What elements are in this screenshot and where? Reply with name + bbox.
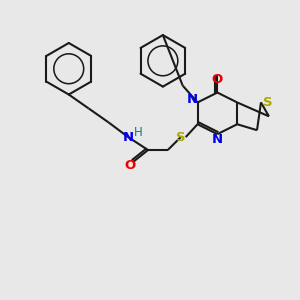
Text: O: O (212, 73, 223, 86)
Text: S: S (176, 130, 185, 144)
Text: N: N (123, 130, 134, 144)
Text: N: N (187, 93, 198, 106)
Text: S: S (263, 96, 273, 109)
Text: O: O (124, 159, 136, 172)
Text: H: H (134, 126, 142, 139)
Text: N: N (212, 133, 223, 146)
